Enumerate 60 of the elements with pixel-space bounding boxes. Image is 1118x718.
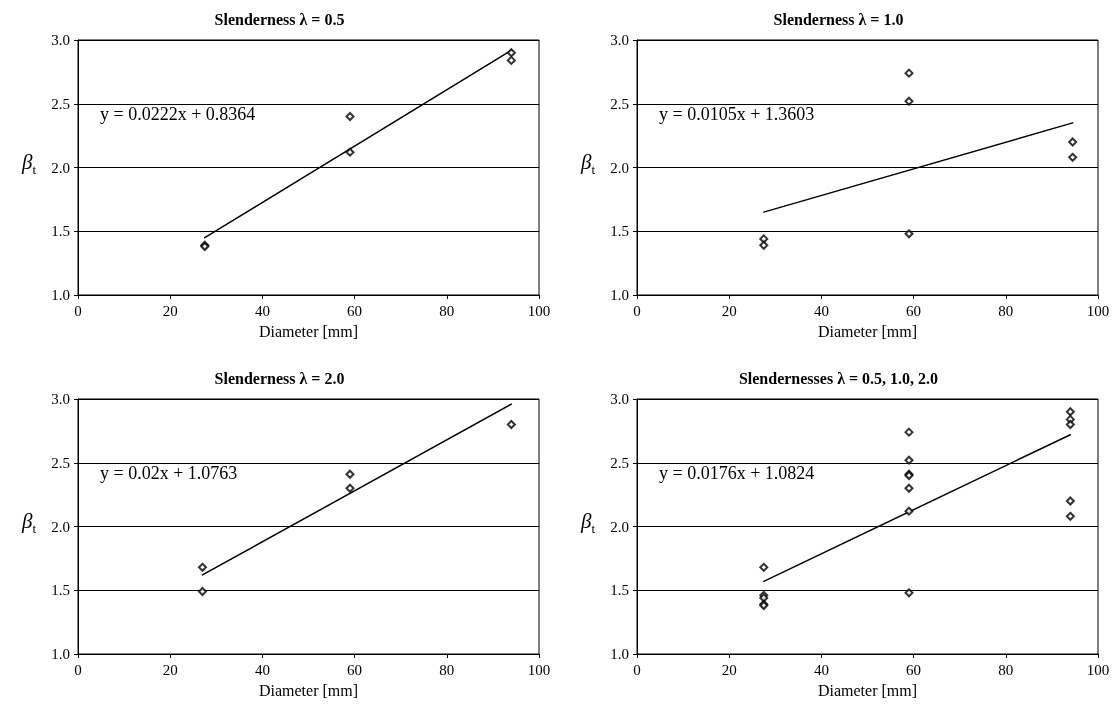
x-tick-label: 20 [721, 302, 737, 319]
chart-title: Slenderness λ = 2.0 [214, 369, 345, 387]
x-tick-label: 20 [162, 302, 178, 319]
y-tick-label: 2.0 [610, 518, 629, 535]
y-tick-label: 3.0 [51, 32, 70, 48]
x-tick-label: 100 [527, 661, 551, 678]
y-tick-label: 1.0 [610, 646, 629, 662]
x-tick-label: 100 [527, 302, 551, 319]
x-tick-label: 80 [998, 661, 1014, 678]
x-tick-label: 40 [254, 302, 270, 319]
x-tick-label: 20 [721, 661, 737, 678]
y-axis-title: β$_{t}$ [22, 150, 37, 178]
y-tick-label: 2.5 [51, 454, 70, 471]
x-tick-label: 0 [74, 302, 82, 319]
x-tick-label: 80 [998, 302, 1014, 319]
x-tick-label: 0 [633, 302, 641, 319]
y-tick-label: 1.5 [51, 223, 70, 240]
y-tick-label: 1.5 [610, 582, 629, 599]
y-tick-label: 2.5 [610, 454, 629, 471]
x-tick-label: 60 [347, 661, 363, 678]
annotation: y = 0.0105x + 1.3603 [659, 104, 815, 124]
y-tick-label: 1.0 [610, 287, 629, 303]
chart-title: Slenderness λ = 0.5 [214, 10, 345, 28]
y-tick-label: 1.0 [51, 287, 70, 303]
y-tick-label: 2.5 [610, 95, 629, 112]
x-tick-label: 0 [633, 661, 641, 678]
x-tick-label: 80 [439, 302, 455, 319]
y-tick-label: 2.0 [51, 159, 70, 176]
chart-title: Slendernesses λ = 0.5, 1.0, 2.0 [738, 369, 939, 387]
y-axis-title: β$_{t}$ [581, 509, 596, 537]
y-tick-label: 2.0 [610, 159, 629, 176]
y-tick-label: 2.0 [51, 518, 70, 535]
x-tick-label: 60 [347, 302, 363, 319]
y-axis-title: β$_{t}$ [581, 150, 596, 178]
y-tick-label: 3.0 [610, 391, 629, 407]
y-tick-label: 1.0 [51, 646, 70, 662]
annotation: y = 0.0176x + 1.0824 [659, 463, 815, 483]
x-tick-label: 0 [74, 661, 82, 678]
x-tick-label: 100 [1086, 302, 1110, 319]
x-tick-label: 40 [813, 302, 829, 319]
x-axis-title: Diameter [mm] [258, 681, 359, 699]
x-axis-title: Diameter [mm] [258, 322, 359, 340]
y-tick-label: 1.5 [51, 582, 70, 599]
x-tick-label: 100 [1086, 661, 1110, 678]
x-tick-label: 40 [813, 661, 829, 678]
annotation: y = 0.0222x + 0.8364 [100, 104, 256, 124]
y-tick-label: 2.5 [51, 95, 70, 112]
y-axis-title: β$_{t}$ [22, 509, 37, 537]
x-axis-title: Diameter [mm] [817, 681, 918, 699]
x-tick-label: 20 [162, 661, 178, 678]
x-tick-label: 60 [906, 661, 922, 678]
y-tick-label: 3.0 [51, 391, 70, 407]
y-tick-label: 3.0 [610, 32, 629, 48]
x-axis-title: Diameter [mm] [817, 322, 918, 340]
x-tick-label: 40 [254, 661, 270, 678]
x-tick-label: 80 [439, 661, 455, 678]
chart-title: Slenderness λ = 1.0 [773, 10, 904, 28]
annotation: y = 0.02x + 1.0763 [100, 463, 238, 483]
x-tick-label: 60 [906, 302, 922, 319]
y-tick-label: 1.5 [610, 223, 629, 240]
